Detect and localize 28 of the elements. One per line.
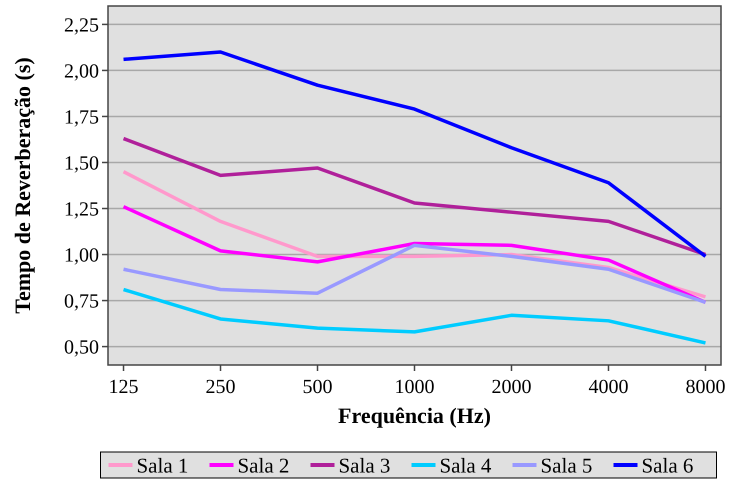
line-series — [122, 288, 708, 345]
x-tick-label: 8000 — [685, 376, 726, 398]
line-series — [122, 136, 708, 256]
y-tick-label: 1,00 — [64, 244, 99, 267]
legend-label: Sala 2 — [238, 453, 290, 478]
x-tick-label: 500 — [302, 376, 333, 398]
x-tick-label: 125 — [108, 376, 139, 398]
legend-label: Sala 5 — [540, 453, 592, 478]
legend-label: Sala 4 — [440, 453, 492, 478]
x-tick-label: 4000 — [588, 376, 628, 398]
y-tick-label: 2,00 — [64, 60, 99, 82]
x-axis-title: Frequência (Hz) — [338, 403, 491, 428]
y-tick-label: 0,50 — [64, 336, 99, 359]
x-tick-label: 2000 — [491, 376, 532, 398]
x-tick-label: 250 — [206, 376, 236, 398]
y-tick-label: 1,75 — [64, 106, 99, 128]
y-tick-label: 1,25 — [64, 198, 99, 221]
legend-label: Sala 1 — [136, 453, 188, 478]
y-axis-title: Tempo de Reverberação (s) — [10, 57, 35, 314]
y-tick-label: 2,25 — [64, 14, 99, 36]
line-series — [122, 50, 708, 258]
line-series — [122, 204, 708, 304]
legend-label: Sala 6 — [642, 453, 694, 478]
line-series — [122, 244, 708, 304]
y-tick-label: 0,75 — [64, 290, 99, 313]
legend-label: Sala 3 — [338, 453, 390, 478]
x-tick-label: 1000 — [394, 376, 434, 398]
y-tick-label: 1,50 — [64, 152, 99, 174]
